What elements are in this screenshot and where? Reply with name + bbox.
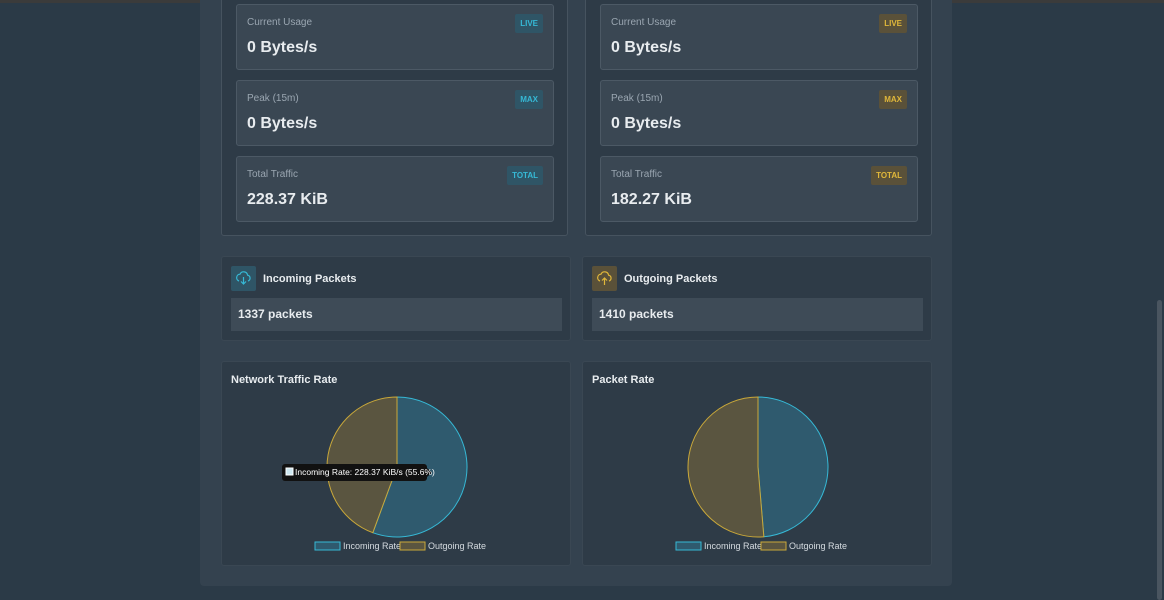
- scrollbar[interactable]: [1157, 300, 1162, 600]
- arrow: [240, 277, 247, 285]
- packet-panel: Outgoing Packets 1410 packets: [582, 256, 932, 341]
- stat-badge: TOTAL: [871, 166, 907, 185]
- stat-label: Total Traffic: [611, 169, 662, 180]
- legend-label: Incoming Rate: [343, 541, 401, 551]
- cloud: [236, 271, 251, 282]
- chart-panel: Network Traffic Rate Incoming Rate Outgoin…: [221, 361, 571, 566]
- stat-badge: TOTAL: [507, 166, 543, 185]
- cloud: [597, 271, 612, 282]
- chart-title: Packet Rate: [592, 374, 655, 386]
- tooltip-swatch: [285, 467, 294, 476]
- stat-badge: MAX: [879, 90, 907, 109]
- packet-icon: [592, 266, 617, 291]
- packet-icon: [231, 266, 256, 291]
- pie-chart: Incoming Rate Outgoing Rate Incoming Rate:…: [282, 396, 486, 551]
- legend-swatch: [399, 541, 426, 551]
- stat-value: 0 Bytes/s: [247, 39, 318, 56]
- stat-badge: MAX: [515, 90, 543, 109]
- legend-label: Outgoing Rate: [428, 541, 486, 551]
- legend-swatch: [314, 541, 341, 551]
- stat-card: Current Usage LIVE 0 Bytes/s: [236, 4, 554, 70]
- traffic-panel: Current Usage LIVE 0 Bytes/s Peak (15m) MAX 0…: [585, 0, 932, 236]
- packet-panel: Incoming Packets 1337 packets: [221, 256, 571, 341]
- stat-card: Peak (15m) MAX 0 Bytes/s: [600, 80, 918, 146]
- legend-swatch: [760, 541, 787, 551]
- stat-card: Peak (15m) MAX 0 Bytes/s: [236, 80, 554, 146]
- packet-value: 1410 packets: [592, 298, 923, 331]
- pie-chart: Incoming Rate Outgoing Rate: [675, 396, 847, 551]
- cloud-icon: [236, 271, 251, 285]
- packet-title: Outgoing Packets: [624, 273, 718, 285]
- stat-value: 0 Bytes/s: [611, 39, 682, 56]
- stat-label: Peak (15m): [247, 93, 299, 104]
- packet-title: Incoming Packets: [263, 273, 357, 285]
- stat-card: Total Traffic TOTAL 228.37 KiB: [236, 156, 554, 222]
- chart-title: Network Traffic Rate: [231, 374, 338, 386]
- tooltip-text: Incoming Rate: 228.37 KiB/s (55.6%): [295, 467, 435, 477]
- stat-label: Total Traffic: [247, 169, 298, 180]
- stat-badge: LIVE: [515, 14, 543, 33]
- pie-slice: [757, 396, 829, 538]
- legend-label: Outgoing Rate: [789, 541, 847, 551]
- stat-badge: LIVE: [879, 14, 907, 33]
- packet-value: 1337 packets: [231, 298, 562, 331]
- stat-value: 182.27 KiB: [611, 191, 692, 208]
- stat-value: 0 Bytes/s: [611, 115, 682, 132]
- stat-label: Current Usage: [611, 17, 677, 28]
- stat-card: Total Traffic TOTAL 182.27 KiB: [600, 156, 918, 222]
- stat-label: Peak (15m): [611, 93, 663, 104]
- stat-value: 228.37 KiB: [247, 191, 328, 208]
- stat-label: Current Usage: [247, 17, 313, 28]
- legend-swatch: [675, 541, 702, 551]
- pie-slice: [687, 396, 765, 538]
- stat-value: 0 Bytes/s: [247, 115, 318, 132]
- tooltip-arrow: [427, 468, 432, 477]
- arrow: [601, 277, 608, 285]
- cloud-icon: [597, 271, 612, 285]
- tooltip-box: [282, 464, 427, 481]
- stat-card: Current Usage LIVE 0 Bytes/s: [600, 4, 918, 70]
- traffic-panel: Current Usage LIVE 0 Bytes/s Peak (15m) MAX 0…: [221, 0, 568, 236]
- chart-panel: Packet Rate Incoming Rate Outgoing Rate: [582, 361, 932, 566]
- legend-label: Incoming Rate: [704, 541, 762, 551]
